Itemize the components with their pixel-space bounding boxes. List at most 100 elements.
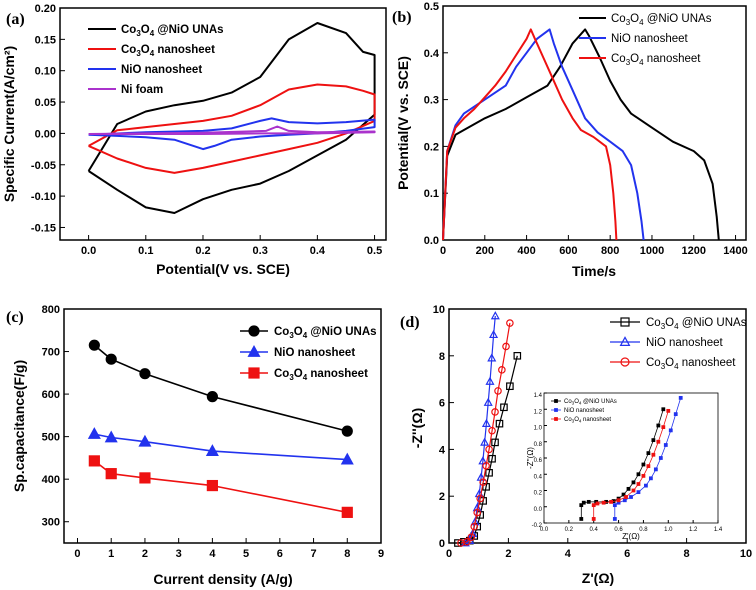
panel-c-xlabel: Current density (A/g) [153,571,292,587]
panel-c-data-point [205,444,219,456]
inset-data-point [661,407,666,412]
inset-xlabel: Z'(Ω) [622,532,640,541]
panel-c-data-point [87,427,101,439]
inset-data-point [663,443,668,447]
inset-data-point [658,456,663,460]
panel-a-label: (a) [6,11,25,28]
inset-data-point [646,451,651,456]
panel-a-ytick-label: 0.15 [35,34,56,46]
inset-data-point [678,395,683,400]
panel-c-series-line [93,460,348,514]
panel-b-xtick-label: 0 [440,245,446,257]
panel-c-data-point [206,479,218,492]
panel-c-xtick-label: 3 [176,548,182,560]
panel-b-legend-label: NiO nanosheet [611,33,689,45]
panel-c-ytick-label: 600 [42,389,60,401]
panel-c-xtick-label: 4 [209,548,216,560]
panel-d-legend-marker [620,317,630,327]
inset-data-point [621,492,626,497]
panel-a-ytick-label: 0.10 [35,66,56,78]
inset-xtick-label: 0.0 [540,527,549,533]
panel-d-data-point [495,419,504,428]
inset-legend-marker [554,417,558,421]
panel-b-ytick-label: 0.0 [424,235,439,247]
panel-c-legend-marker [247,345,261,357]
panel-d-data-point [491,438,499,447]
panel-c-xtick-label: 9 [378,548,384,560]
panel-b-xtick-label: 200 [476,245,494,257]
panel-d-label: (d) [400,314,420,331]
panel-d-data-point [485,469,493,477]
inset-data-point [629,495,633,499]
panel-c-ytick-label: 400 [42,474,60,486]
panel-b-ytick-label: 0.3 [424,95,439,107]
panel-a-legend-label: NiO nanosheet [121,64,202,76]
panel-a-xtick-label: 0.5 [367,245,382,257]
inset-data-point [648,476,653,481]
panel-d-ytick-label: 4 [439,444,446,456]
panel-b-legend-label: Co3O4 @NiO UNAs [611,13,712,27]
panel-d-data-point [483,397,493,406]
panel-d-xtick-label: 2 [505,548,511,560]
inset-data-point [668,428,673,433]
panel-a-ytick-label: 0.05 [35,97,56,109]
panel-d-data-point [487,353,497,362]
inset-data-point [581,500,586,505]
panel-a-ytick-label: 0.20 [35,3,56,15]
panel-c-data-point [88,455,100,467]
inset-data-point [666,408,671,413]
panel-d-data-point [506,382,514,391]
panel-d-legend-label: Co3O4 @NiO UNAs [646,317,747,331]
panel-a: (a) 0.0 0.1 0.2 0.3 0.4 0.5 -0.15 -0.10 -0.05 0.0… [1,3,387,277]
inset-xtick-label: 1.0 [664,527,673,533]
panel-d-data-point [478,456,488,465]
inset-ytick-label: 1.0 [534,426,543,432]
panel-b-xtick-label: 1400 [723,245,747,257]
inset-xtick-label: 0.6 [614,527,623,533]
inset-data-point [601,500,606,505]
panel-d-data-point [494,387,502,395]
panel-d: (d) 0 2 4 6 8 10 0 2 4 6 8 10 Co3O4 @NiO UNAs NiO na… [400,304,752,586]
panel-c-xtick-label: 8 [344,548,350,560]
panel-a-xtick-label: 0.1 [138,245,153,257]
panel-a-ytick-label: -0.10 [31,191,56,203]
panel-a-series-line [87,22,376,214]
panel-d-data-point [479,478,487,486]
panel-d-ytick-label: 10 [433,304,445,316]
panel-a-series-line [88,83,376,174]
panel-a-xtick-label: 0.2 [195,245,210,257]
panel-a-series-line [88,125,376,135]
panel-b-label: (b) [392,9,412,26]
panel-a-legend-label: Co3O4 nanosheet [121,44,215,58]
panel-c-legend-label: Co3O4 nanosheet [274,368,368,382]
panel-b-series-line [442,28,720,241]
panel-d-ylabel: -Z''(Ω) [409,408,425,448]
inset-data-point [612,503,617,508]
inset-data-point [624,495,628,499]
panel-a-xlabel: Potential(V vs. SCE) [156,261,290,277]
inset-data-point [591,517,596,521]
panel-d-data-point [498,366,506,374]
inset-ytick-label: 0.8 [534,442,543,448]
panel-c-data-point [105,468,117,480]
panel-c-xtick-label: 6 [277,548,283,560]
panel-d-data-point [491,408,499,416]
panel-d-data-point [481,418,491,427]
panel-d-data-point [489,329,499,339]
panel-c-legend-label: NiO nanosheet [274,347,355,359]
inset-ytick-label: 0.2 [534,491,543,497]
panel-c-xtick-label: 1 [108,548,114,560]
panel-b-legend-label: Co3O4 nanosheet [611,53,701,67]
panel-c-ytick-label: 300 [42,517,60,529]
inset-data-point [636,472,641,477]
panel-d-data-point [485,376,495,385]
panel-a-series-line [88,117,376,151]
panel-b-frame [442,5,747,241]
panel-a-legend-label: Co3O4 @NiO UNAs [121,24,224,38]
panel-c-data-point [105,353,117,365]
inset-data-point [673,412,678,417]
panel-c-ylabel: Sp.capacitance(F/g) [11,360,27,492]
panel-d-data-point [485,445,493,454]
panel-c-data-point [139,368,151,380]
inset-data-point [656,423,661,428]
